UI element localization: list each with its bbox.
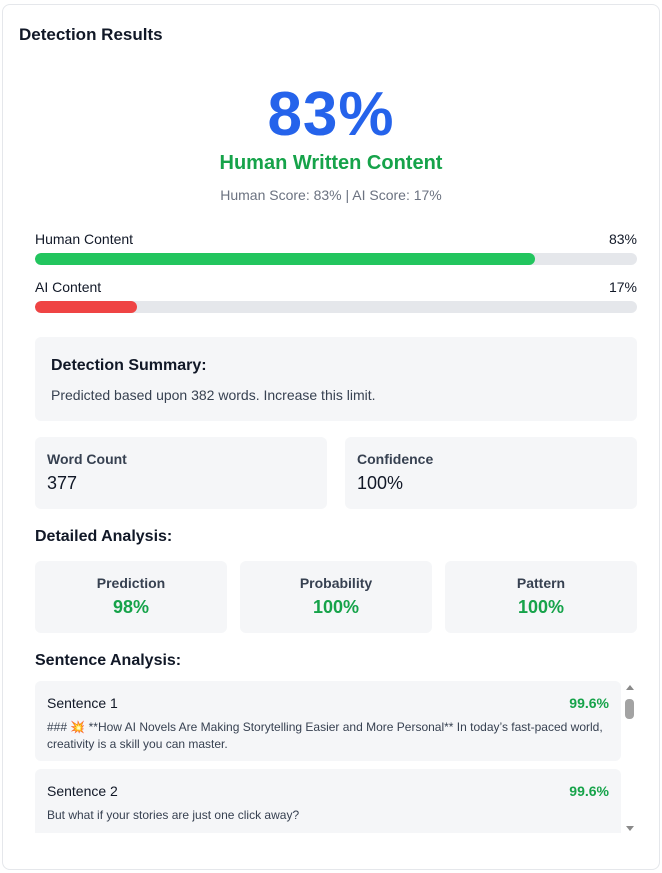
detection-results-card: Detection Results 83% Human Written Cont… xyxy=(2,4,660,870)
sentence-list-scrollbar[interactable] xyxy=(623,681,637,833)
human-content-track xyxy=(35,253,637,265)
detailed-analysis-heading: Detailed Analysis: xyxy=(35,528,173,545)
confidence-card: Confidence 100% xyxy=(345,437,637,509)
sentence-percent: 99.6% xyxy=(569,783,609,799)
overall-score: 83% xyxy=(267,80,395,149)
probability-label: Probability xyxy=(299,575,373,591)
sentence-item: Sentence 1 99.6% ### 💥 **How AI Novels A… xyxy=(35,681,621,761)
sentence-name: Sentence 2 xyxy=(47,783,118,799)
card-title: Detection Results xyxy=(19,25,163,44)
confidence-value: 100% xyxy=(357,473,404,493)
sentence-item: Sentence 2 99.6% But what if your storie… xyxy=(35,769,621,833)
sentence-percent: 99.6% xyxy=(569,695,609,711)
human-content-fill xyxy=(35,253,535,265)
summary-text: Predicted based upon 382 words. Increase… xyxy=(51,387,376,403)
word-count-label: Word Count xyxy=(47,451,127,467)
ai-content-fill xyxy=(35,301,138,313)
score-breakdown: Human Score: 83% | AI Score: 17% xyxy=(220,187,442,203)
word-count-value: 377 xyxy=(47,473,78,493)
verdict-label: Human Written Content xyxy=(219,152,443,174)
chevron-up-icon[interactable] xyxy=(626,685,634,690)
summary-heading: Detection Summary: xyxy=(51,357,207,374)
sentence-text: ### 💥 **How AI Novels Are Making Storyte… xyxy=(47,720,603,751)
prediction-label: Prediction xyxy=(96,575,166,591)
confidence-label: Confidence xyxy=(357,451,434,467)
detection-summary: Detection Summary: Predicted based upon … xyxy=(35,337,637,421)
probability-metric: Probability 100% xyxy=(240,561,432,633)
scrollbar-thumb[interactable] xyxy=(625,699,634,719)
sentence-text: But what if your stories are just one cl… xyxy=(47,808,300,822)
ai-content-label: AI Content xyxy=(35,279,102,295)
human-content-label: Human Content xyxy=(35,231,134,247)
word-count-card: Word Count 377 xyxy=(35,437,327,509)
human-content-percent: 83% xyxy=(608,231,637,247)
pattern-label: Pattern xyxy=(516,575,566,591)
sentence-analysis-heading: Sentence Analysis: xyxy=(35,652,182,669)
pattern-metric: Pattern 100% xyxy=(445,561,637,633)
prediction-value: 98% xyxy=(112,597,150,617)
probability-value: 100% xyxy=(312,597,360,617)
chevron-down-icon[interactable] xyxy=(626,826,634,831)
ai-content-track xyxy=(35,301,637,313)
sentence-name: Sentence 1 xyxy=(47,695,118,711)
prediction-metric: Prediction 98% xyxy=(35,561,227,633)
sentence-list[interactable]: Sentence 1 99.6% ### 💥 **How AI Novels A… xyxy=(35,681,637,833)
pattern-value: 100% xyxy=(517,597,565,617)
ai-content-percent: 17% xyxy=(608,279,637,295)
